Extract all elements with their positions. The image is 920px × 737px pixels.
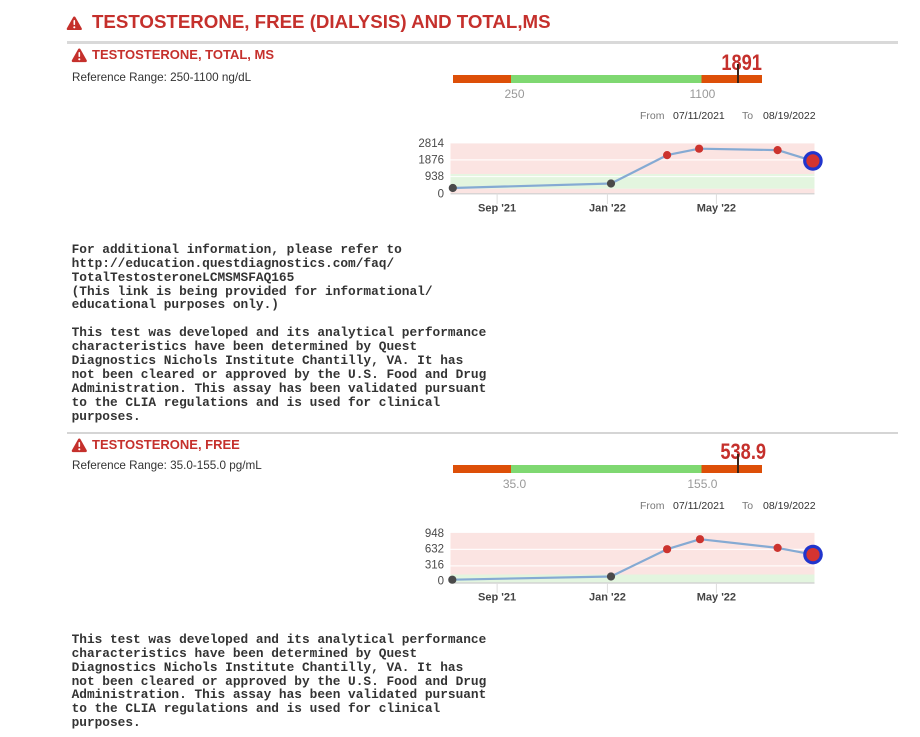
svg-text:0: 0	[438, 188, 444, 200]
svg-text:May '22: May '22	[697, 203, 736, 215]
svg-text:948: 948	[425, 528, 444, 540]
svg-text:632: 632	[425, 544, 444, 556]
svg-text:Jan '22: Jan '22	[589, 592, 626, 604]
svg-text:Jan '22: Jan '22	[589, 203, 626, 215]
svg-text:0: 0	[438, 576, 444, 588]
svg-text:316: 316	[425, 560, 444, 572]
svg-text:Sep '21: Sep '21	[478, 592, 516, 604]
svg-text:May '22: May '22	[697, 592, 736, 604]
svg-text:2814: 2814	[418, 138, 444, 150]
svg-text:Sep '21: Sep '21	[478, 203, 516, 215]
svg-text:1876: 1876	[418, 155, 444, 167]
svg-text:938: 938	[425, 171, 444, 183]
